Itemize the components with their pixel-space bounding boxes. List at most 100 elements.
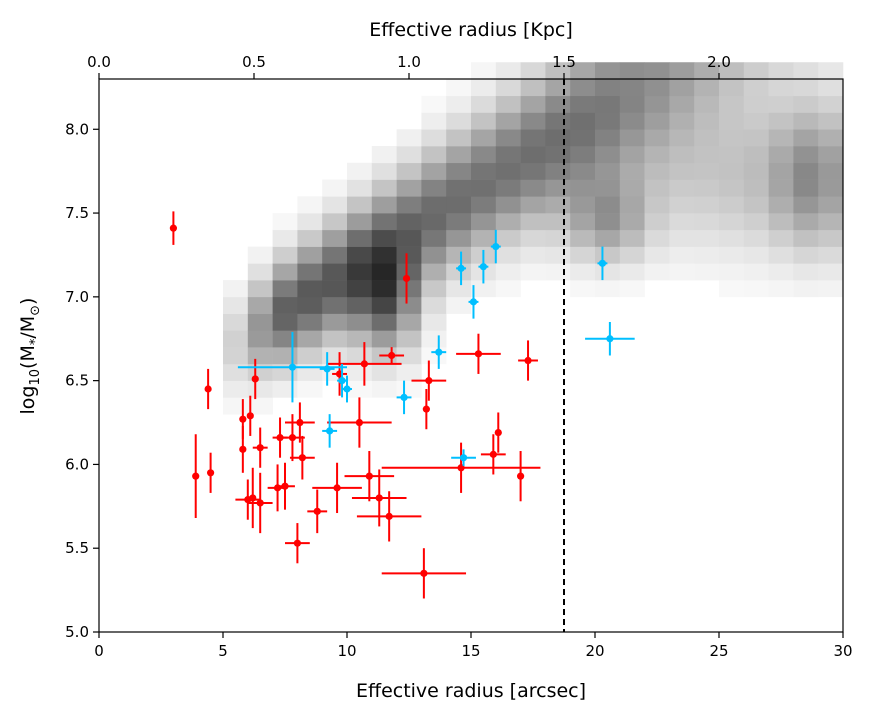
density-cell	[570, 246, 596, 264]
red-data-point	[239, 425, 247, 473]
marker	[204, 385, 212, 393]
density-cell	[545, 146, 571, 164]
density-cell	[272, 246, 298, 264]
density-cell	[694, 229, 720, 247]
density-cell	[545, 79, 571, 97]
density-cell	[297, 263, 323, 281]
marker	[388, 351, 396, 360]
density-cell	[719, 112, 745, 130]
density-cell	[818, 229, 844, 247]
density-cell	[768, 112, 794, 130]
marker	[400, 393, 408, 401]
marker	[326, 427, 334, 435]
density-cell	[694, 196, 720, 214]
density-cell	[495, 213, 521, 231]
density-cell	[570, 213, 596, 231]
density-cell	[595, 79, 621, 97]
density-cell	[347, 313, 373, 331]
density-cell	[669, 162, 695, 180]
left-y-axis: 5.0 5.5 6.0 6.5 7.0 7.5 8.0	[65, 120, 99, 641]
blue-data-point	[490, 229, 501, 264]
density-cell	[371, 162, 397, 180]
density-cell	[421, 95, 447, 113]
density-cell	[619, 179, 645, 197]
density-cell	[719, 79, 745, 97]
marker	[375, 494, 383, 502]
density-cell	[743, 62, 769, 80]
x-tick-label: 20	[585, 642, 604, 660]
density-cell	[793, 246, 819, 264]
density-cell	[347, 280, 373, 298]
density-cell	[818, 263, 844, 281]
density-cell	[570, 95, 596, 113]
density-cell	[669, 79, 695, 97]
marker	[246, 412, 254, 420]
density-cell	[471, 179, 497, 197]
density-cell	[421, 162, 447, 180]
density-cell	[495, 162, 521, 180]
density-cell	[818, 95, 844, 113]
top-x-tick-label: 0.0	[87, 53, 111, 71]
y-tick-label: 7.5	[65, 204, 89, 222]
density-cell	[768, 263, 794, 281]
density-cell	[471, 112, 497, 130]
density-cell	[520, 162, 546, 180]
y-axis-title-close: )	[17, 298, 39, 305]
density-cell	[768, 146, 794, 164]
blue-data-point	[319, 352, 335, 386]
density-cell	[793, 280, 819, 298]
density-cell	[297, 296, 323, 314]
density-cell	[247, 397, 273, 415]
red-data-point	[327, 342, 402, 386]
density-cell	[743, 246, 769, 264]
density-cell	[223, 280, 249, 298]
density-cell	[247, 280, 273, 298]
density-cell	[545, 129, 571, 147]
density-cell	[793, 229, 819, 247]
density-cell	[644, 162, 670, 180]
red-data-point	[247, 472, 273, 534]
red-data-point	[351, 469, 407, 527]
density-cell	[743, 162, 769, 180]
red-data-point	[285, 523, 310, 564]
marker	[313, 507, 321, 515]
density-cell	[471, 129, 497, 147]
density-cell	[644, 229, 670, 247]
y-axis-title-mass: (M	[17, 345, 39, 369]
y-axis-title-subscript: 10	[28, 369, 43, 386]
marker	[333, 484, 341, 492]
density-cell	[694, 162, 720, 180]
marker	[256, 444, 264, 452]
density-cell	[297, 196, 323, 214]
density-cell	[669, 129, 695, 147]
marker	[606, 335, 614, 343]
density-cell	[272, 213, 298, 231]
density-cell	[471, 146, 497, 164]
density-cell	[272, 313, 298, 331]
marker	[492, 242, 500, 251]
density-cell	[619, 62, 645, 80]
density-cell	[818, 162, 844, 180]
density-cell	[818, 179, 844, 197]
density-cell	[644, 196, 670, 214]
density-cell	[272, 347, 298, 365]
density-cell	[545, 196, 571, 214]
density-cell	[644, 246, 670, 264]
density-cell	[818, 79, 844, 97]
density-cell	[595, 246, 621, 264]
density-cell	[520, 246, 546, 264]
density-cell	[446, 196, 472, 214]
density-cell	[347, 330, 373, 348]
density-cell	[322, 229, 348, 247]
marker	[524, 356, 532, 365]
density-cell	[768, 196, 794, 214]
red-data-point	[192, 434, 200, 519]
density-cell	[793, 162, 819, 180]
red-data-point	[494, 412, 502, 453]
density-cell	[347, 162, 373, 180]
x-tick-label: 25	[709, 642, 728, 660]
density-cell	[595, 129, 621, 147]
density-cell	[694, 263, 720, 281]
density-cell	[446, 213, 472, 231]
density-cell	[495, 196, 521, 214]
